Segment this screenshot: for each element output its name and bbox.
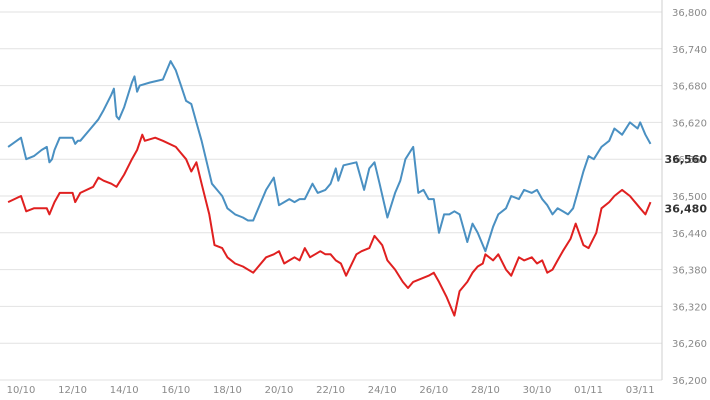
x-tick-label: 30/10 [523, 385, 552, 396]
y-tick-label: 36,260 [672, 339, 707, 350]
y-tick-label: 36,500 [672, 192, 707, 203]
x-tick-label: 28/10 [471, 385, 500, 396]
x-tick-label: 01/11 [574, 385, 603, 396]
y-tick-label: 36,380 [672, 266, 707, 277]
x-tick-label: 14/10 [110, 385, 139, 396]
x-tick-label: 22/10 [316, 385, 345, 396]
y-tick-label: 36,620 [672, 118, 707, 129]
blue-series-value-label: 36,560 [665, 153, 708, 166]
x-tick-label: 12/10 [58, 385, 87, 396]
x-tick-label: 03/11 [626, 385, 655, 396]
y-tick-label: 36,200 [672, 376, 707, 387]
y-tick-label: 36,740 [672, 45, 707, 56]
y-tick-label: 36,560 [672, 155, 707, 166]
series-line-0 [7, 60, 652, 253]
x-tick-label: 18/10 [213, 385, 242, 396]
x-tick-label: 16/10 [161, 385, 190, 396]
x-tick-label: 26/10 [419, 385, 448, 396]
y-tick-label: 36,680 [672, 82, 707, 93]
x-tick-label: 20/10 [265, 385, 294, 396]
y-tick-label: 36,320 [672, 302, 707, 313]
x-tick-label: 24/10 [368, 385, 397, 396]
series-line-1 [7, 133, 652, 317]
y-tick-label: 36,800 [672, 8, 707, 19]
y-tick-label: 36,440 [672, 229, 707, 240]
x-tick-label: 10/10 [7, 385, 36, 396]
red-series-value-label: 36,480 [665, 202, 708, 215]
